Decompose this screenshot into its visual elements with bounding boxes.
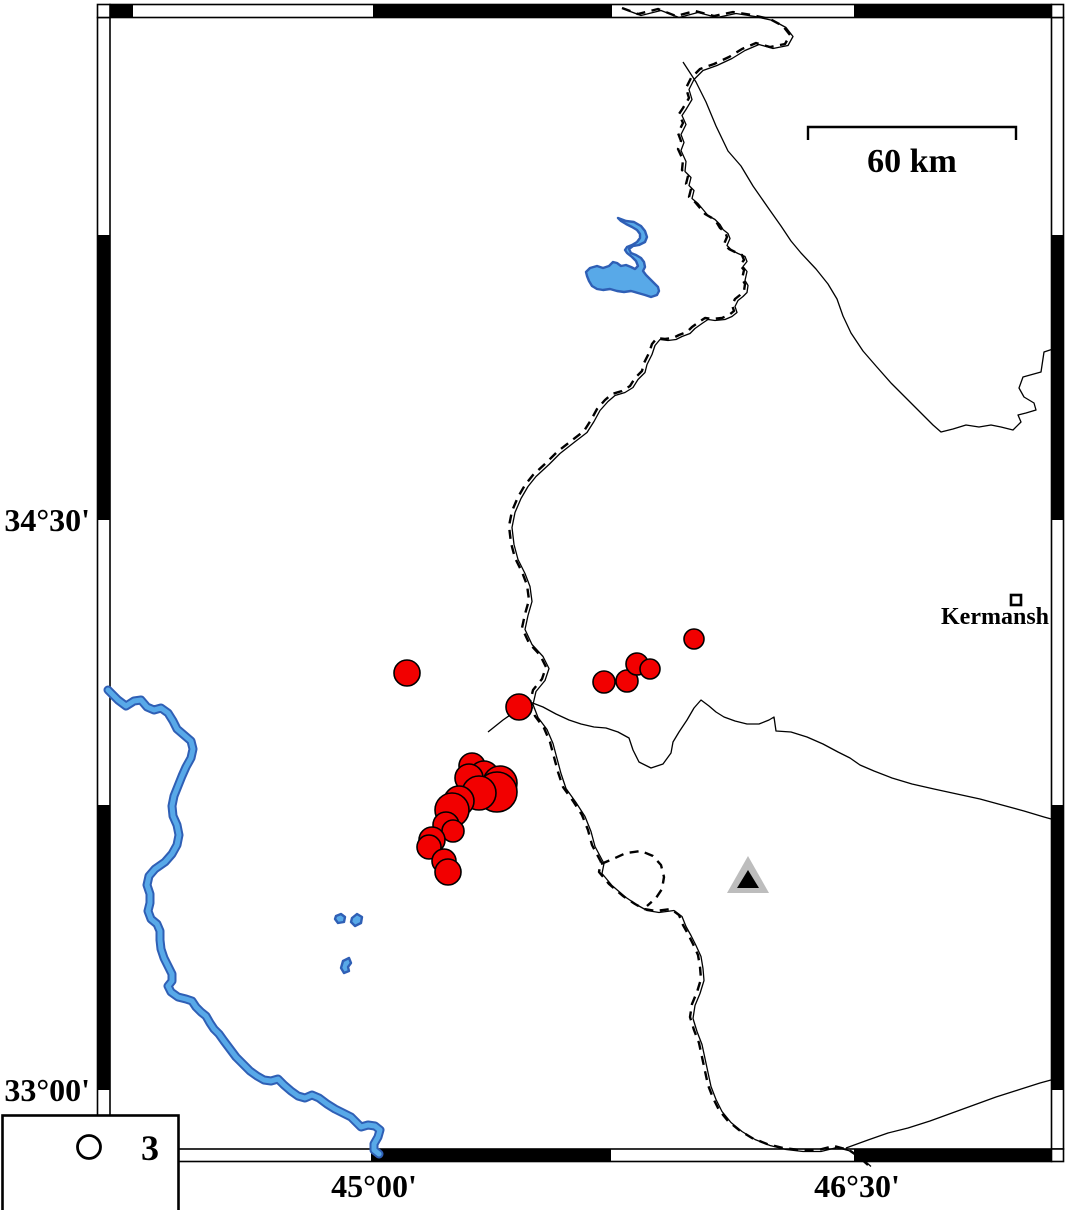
boundary-line-ne <box>682 61 1057 433</box>
station-triangle <box>727 856 769 893</box>
lat-label-34-30: 34°30' <box>4 502 90 538</box>
border-pocket-dashed <box>600 849 666 907</box>
map-frame <box>96 3 1065 1163</box>
lon-label-45-00: 45°00' <box>331 1168 417 1204</box>
legend-magnitude-value: 3 <box>141 1128 159 1168</box>
earthquake-marker <box>683 628 705 650</box>
earthquake-marker <box>505 693 533 721</box>
scale-bar-bracket <box>806 125 1018 140</box>
boundary-layer <box>487 6 1063 1168</box>
legend-symbol-circle <box>76 1134 102 1160</box>
lake-polygon <box>584 216 661 299</box>
water-layer <box>103 216 661 1159</box>
scale-bar: 60 km <box>806 125 1018 180</box>
scale-bar-label: 60 km <box>867 143 957 180</box>
city-marker: Kermansh <box>941 593 1049 630</box>
lon-label-46-30: 46°30' <box>814 1168 900 1204</box>
earthquake-marker <box>434 858 462 886</box>
river-path <box>103 685 385 1159</box>
earthquake-layer <box>393 628 705 886</box>
city-square-icon <box>1009 593 1023 607</box>
earthquake-marker <box>393 659 421 687</box>
station-triangle-inner <box>737 870 759 888</box>
boundary-line-se <box>845 1076 1063 1149</box>
earthquake-marker <box>639 658 661 680</box>
lat-label-33-00: 33°00' <box>4 1072 90 1108</box>
boundary-line-east <box>487 699 1063 823</box>
city-label: Kermansh <box>941 604 1049 630</box>
pond-fragment <box>339 956 353 975</box>
pond-fragment <box>349 912 364 928</box>
pond-fragment <box>333 912 347 925</box>
earthquake-marker <box>592 670 616 694</box>
legend-box: 3 <box>1 1114 180 1210</box>
